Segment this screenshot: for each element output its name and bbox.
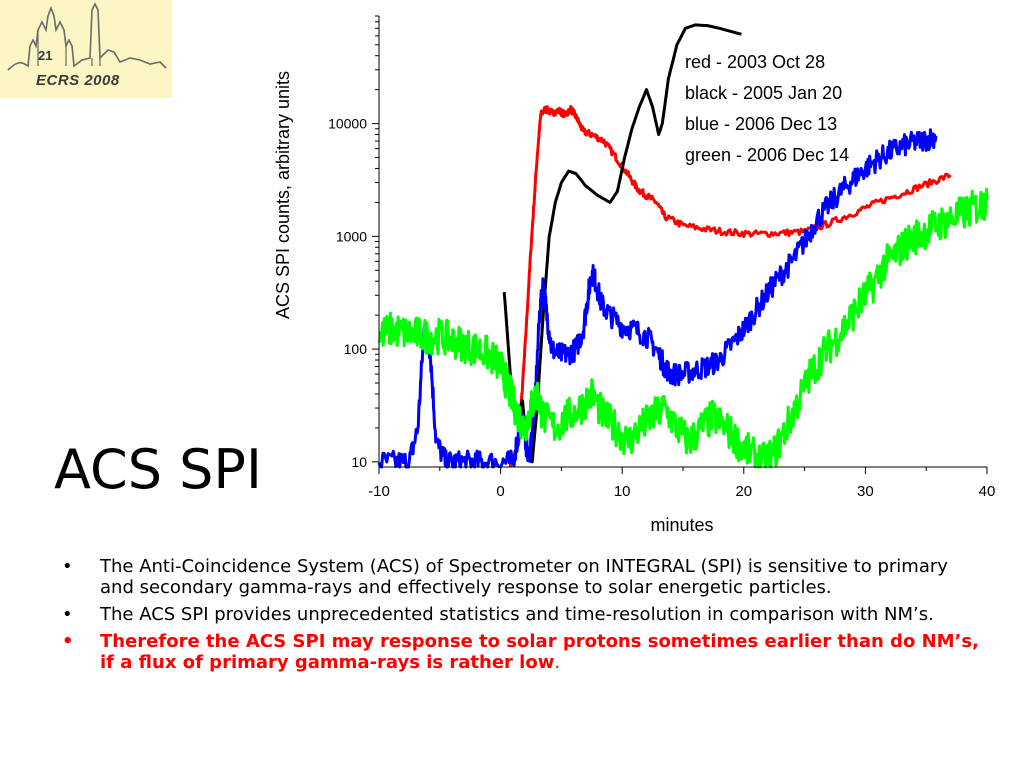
x-tick-label: 10 — [614, 483, 631, 500]
bullet-item-3: • Therefore the ACS SPI may response to s… — [62, 631, 979, 673]
legend-entry: green - 2006 Dec 14 — [685, 145, 849, 165]
bullet-text: The Anti-Coincidence System (ACS) of Spe… — [100, 556, 948, 598]
x-tick-label: 30 — [857, 483, 874, 500]
acs-spi-chart: 10 100 1000 10000 -10 0 10 20 30 40 minutes ACS SPI… — [273, 15, 996, 535]
x-tick-label: 40 — [979, 483, 996, 500]
x-tick-label: -10 — [368, 483, 390, 500]
legend-entry: red - 2003 Oct 28 — [685, 52, 825, 72]
y-tick-label: 100 — [344, 341, 368, 357]
series-line — [377, 187, 989, 469]
series-line — [377, 128, 938, 469]
y-tick-label: 10 — [351, 454, 367, 470]
bullet-suffix: . — [554, 652, 561, 673]
bullet-text: Therefore the ACS SPI may response to so… — [100, 631, 979, 673]
y-tick-label: 1000 — [336, 228, 367, 244]
castle-skyline-icon — [7, 2, 167, 71]
slide-title: ACS SPI — [54, 438, 262, 501]
legend-entry: black - 2005 Jan 20 — [685, 83, 842, 103]
legend-entry: blue - 2006 Dec 13 — [685, 114, 837, 134]
y-axis-label: ACS SPI counts, arbitrary units — [273, 71, 293, 319]
bullet-item-1: • The Anti-Coincidence System (ACS) of Sp… — [62, 556, 948, 598]
x-tick-label: 0 — [496, 483, 504, 500]
bullet-list: • The Anti-Coincidence System (ACS) of Sp… — [62, 556, 982, 679]
bullet-item-2: • The ACS SPI provides unprecedented stat… — [62, 604, 934, 625]
logo-text: ECRS 2008 — [36, 72, 120, 89]
series-line — [508, 105, 952, 468]
series-line — [502, 23, 742, 464]
ecrs-logo: 21 ECRS 2008 — [0, 0, 172, 98]
y-tick-label: 10000 — [328, 116, 367, 132]
logo-number: 21 — [38, 48, 53, 63]
x-tick-label: 20 — [735, 483, 752, 500]
x-axis-label: minutes — [650, 515, 713, 535]
bullet-text: The ACS SPI provides unprecedented stati… — [100, 604, 934, 625]
